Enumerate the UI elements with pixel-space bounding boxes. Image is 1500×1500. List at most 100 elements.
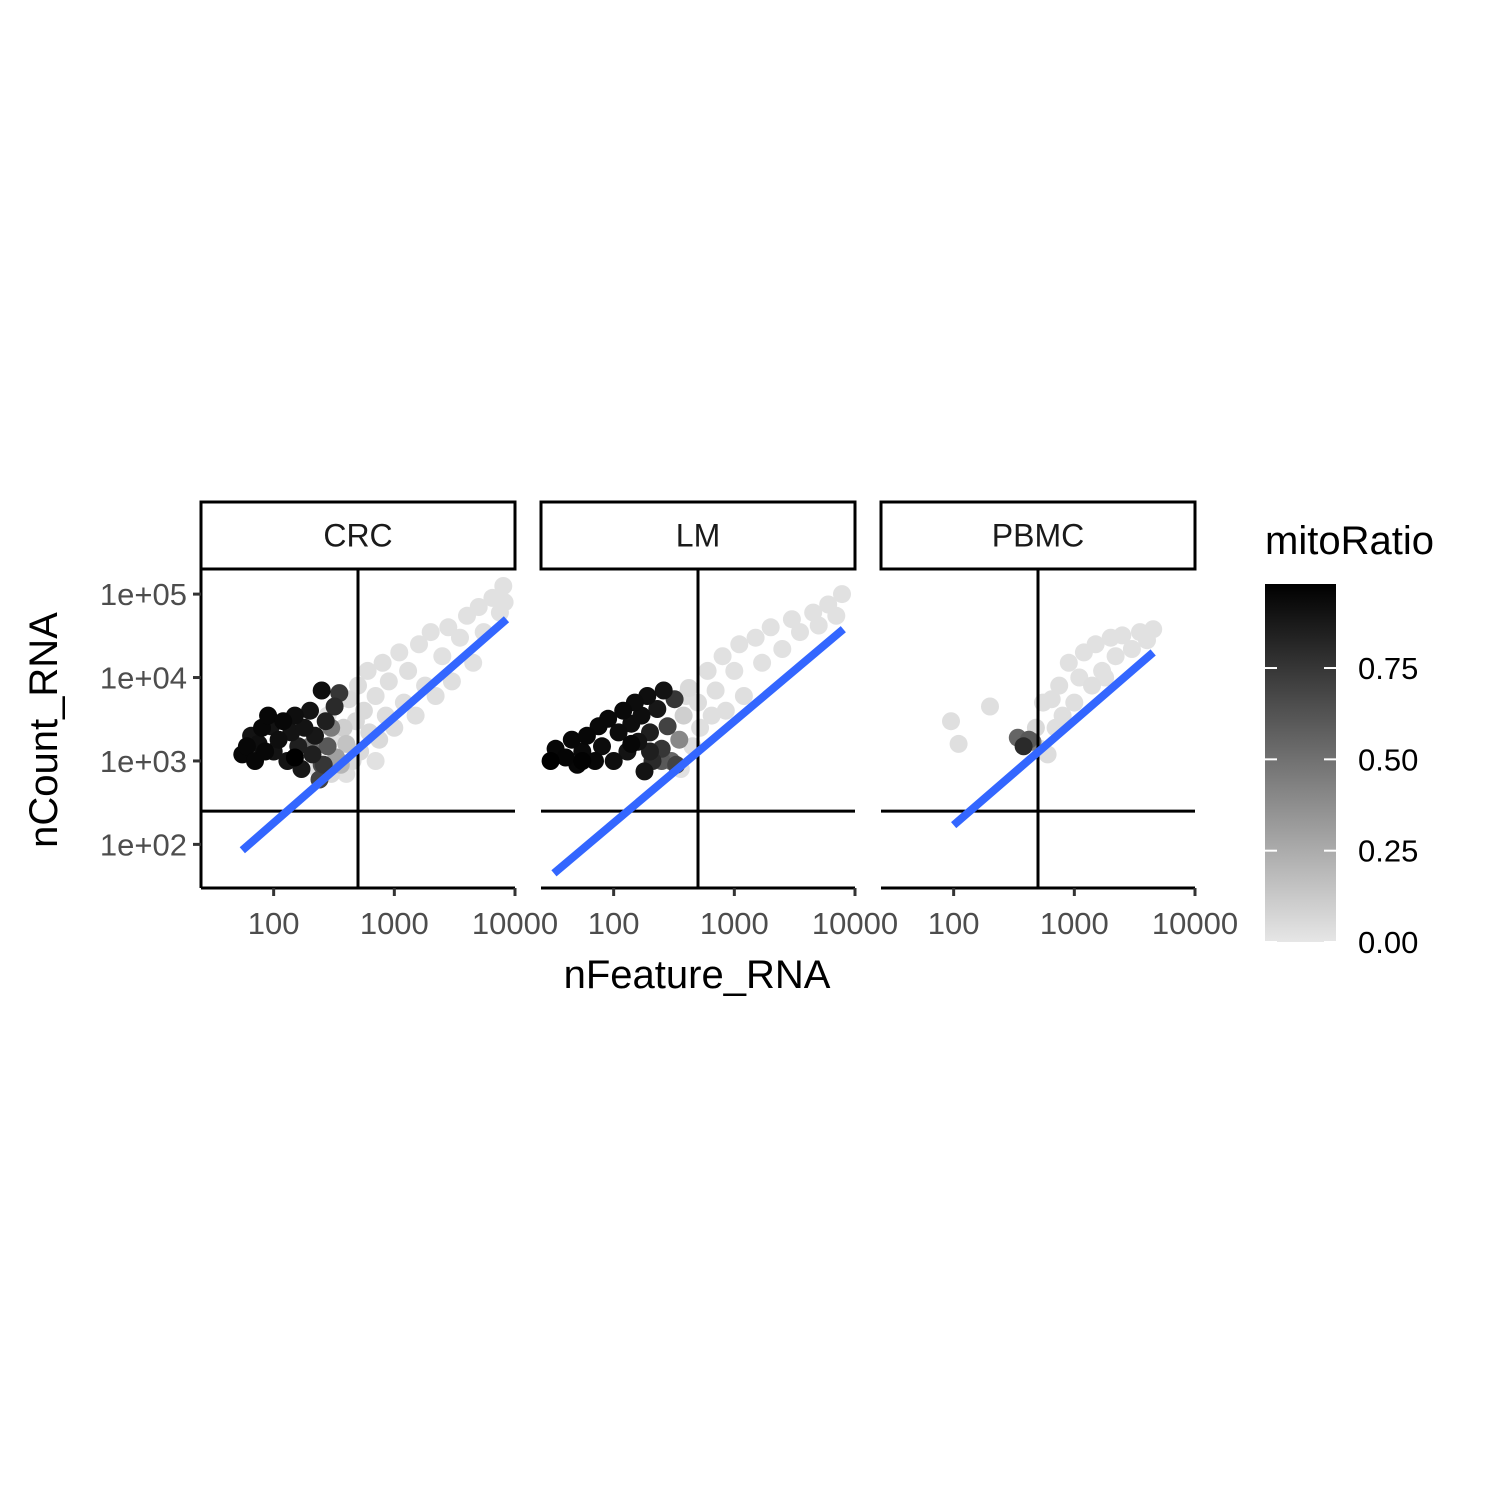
data-point	[301, 701, 319, 720]
data-point	[782, 610, 801, 629]
fit-line	[951, 649, 1156, 829]
data-point	[285, 748, 304, 767]
facet-panel-pbmc: PBMC 100 1000 10000	[879, 500, 1238, 941]
facet-strip-label: PBMC	[992, 518, 1084, 554]
data-point	[648, 700, 667, 718]
data-point	[495, 593, 514, 612]
data-point	[1122, 640, 1141, 658]
data-point	[609, 723, 628, 742]
facet-strip-label: LM	[676, 518, 720, 554]
data-point	[691, 718, 710, 737]
data-point	[316, 712, 335, 731]
fit-line	[551, 626, 846, 877]
data-point	[1144, 620, 1163, 639]
facets-layer: CRC 100 1000 10000 1e+02 1e+03 1e+04 1e+05 LM 100…	[100, 500, 1238, 941]
data-point	[761, 618, 780, 637]
data-point	[698, 661, 717, 680]
data-point	[716, 701, 735, 720]
data-point	[410, 635, 428, 654]
data-point	[1106, 647, 1125, 666]
legend-colorbar	[1265, 584, 1336, 942]
data-point	[1065, 693, 1084, 712]
data-point	[614, 701, 633, 720]
facet-strip	[539, 500, 857, 571]
data-point	[325, 697, 344, 716]
data-point	[373, 653, 392, 672]
data-point	[622, 734, 641, 753]
data-point	[942, 712, 960, 731]
y-tick-label: 1e+05	[100, 577, 187, 612]
data-point	[399, 661, 418, 680]
x-axis-title: nFeature_RNA	[564, 953, 831, 997]
y-tick-label: 1e+02	[100, 827, 187, 862]
data-point	[274, 712, 293, 731]
data-point	[366, 752, 385, 770]
data-point	[773, 640, 792, 658]
data-point	[791, 623, 809, 642]
data-point	[725, 661, 744, 680]
facet-strip-label: CRC	[323, 518, 392, 554]
data-point	[421, 623, 440, 642]
data-point	[730, 635, 749, 654]
data-point	[312, 681, 331, 700]
data-point	[1042, 690, 1061, 709]
data-point	[734, 687, 753, 705]
fit-line	[239, 616, 510, 854]
data-point	[269, 730, 288, 749]
data-point	[573, 752, 592, 770]
data-point	[442, 672, 461, 691]
data-point	[577, 726, 596, 745]
data-point	[1086, 635, 1105, 654]
data-point	[809, 616, 828, 635]
data-point	[658, 717, 677, 736]
data-point	[702, 706, 721, 725]
data-point	[833, 585, 851, 604]
legend-ticks: 0.00 0.25 0.50 0.75	[1265, 651, 1418, 960]
data-point	[541, 752, 560, 770]
data-point	[746, 628, 765, 647]
data-point	[753, 653, 772, 672]
data-point	[593, 737, 611, 756]
data-point	[337, 734, 356, 753]
x-tick-label: 10000	[1152, 906, 1238, 941]
legend-break-label: 0.25	[1358, 834, 1418, 869]
data-point	[670, 730, 689, 749]
data-point	[674, 706, 693, 725]
data-point	[406, 706, 425, 725]
data-point	[433, 647, 452, 666]
data-point	[713, 647, 732, 666]
data-point	[318, 737, 337, 756]
data-point	[949, 734, 968, 753]
data-point	[556, 748, 575, 767]
data-point	[259, 706, 278, 725]
y-tick-label: 1e+04	[100, 661, 187, 696]
data-point	[237, 737, 256, 756]
data-point	[586, 752, 604, 770]
y-tick-label: 1e+03	[100, 744, 187, 779]
facet-strip	[879, 500, 1197, 571]
x-tick-label: 10000	[472, 906, 558, 941]
data-point	[827, 606, 846, 625]
data-point	[256, 742, 275, 761]
data-point	[1014, 737, 1033, 756]
legend-title: mitoRatio	[1265, 519, 1434, 563]
x-tick-label: 1000	[700, 906, 769, 941]
data-point	[679, 679, 698, 697]
x-tick-label: 1000	[1040, 906, 1109, 941]
facet-strip	[199, 500, 517, 571]
legend-break-label: 0.00	[1358, 925, 1418, 960]
facet-panel-crc: CRC 100 1000 10000 1e+02 1e+03 1e+04 1e+05	[100, 500, 558, 941]
data-point	[295, 718, 314, 737]
data-point	[426, 687, 445, 705]
x-tick-label: 10000	[812, 906, 898, 941]
data-point	[1053, 706, 1072, 725]
legend-break-label: 0.50	[1358, 742, 1418, 777]
legend-break-label: 0.75	[1358, 651, 1418, 686]
data-point	[981, 697, 999, 716]
data-point	[654, 681, 673, 700]
x-tick-label: 100	[248, 906, 300, 941]
data-point	[439, 618, 458, 637]
data-point	[494, 577, 513, 595]
data-point	[390, 643, 409, 662]
